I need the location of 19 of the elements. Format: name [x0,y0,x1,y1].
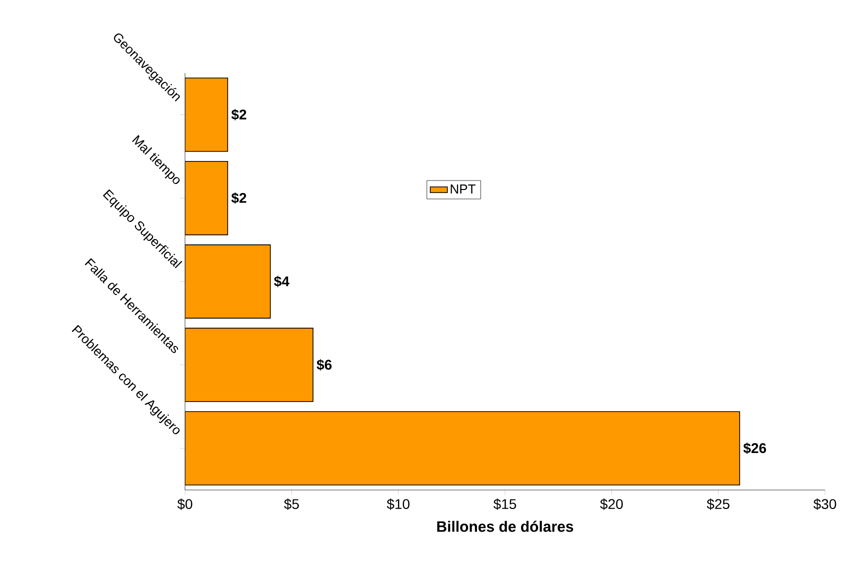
bar [185,160,228,236]
data-label: $4 [274,276,290,288]
x-tick-label: $25 [706,498,730,510]
x-tick-label: $0 [177,498,192,510]
x-axis-title: Billones de dólares [437,520,574,532]
data-label: $2 [231,192,246,204]
bar [185,328,314,402]
x-tick-label: $30 [813,498,836,510]
bar [185,78,228,152]
data-label: $26 [743,442,766,454]
bar [185,244,271,319]
x-tick-label: $10 [386,498,410,510]
legend-label: NPT [450,184,476,194]
data-label: $2 [231,108,246,120]
x-tick-label: $5 [284,498,299,510]
bar [185,411,740,486]
data-label: $6 [316,359,332,371]
x-tick-label: $20 [600,498,623,510]
x-tick-label: $15 [493,498,516,510]
